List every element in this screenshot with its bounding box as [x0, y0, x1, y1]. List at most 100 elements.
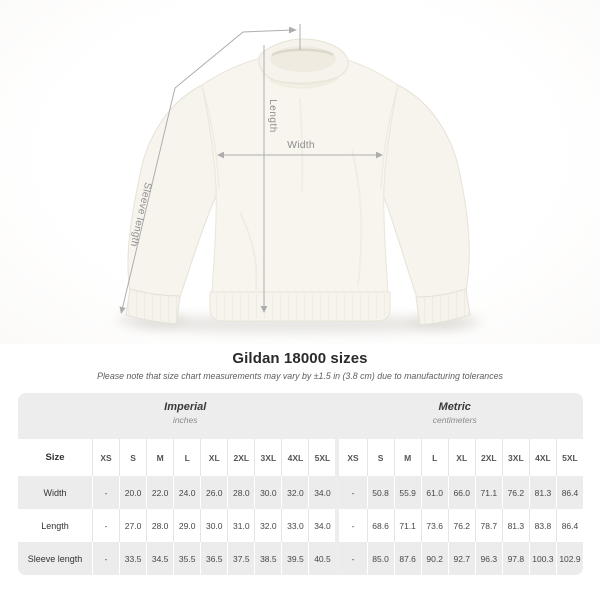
size-value-cell: 30.0	[254, 476, 282, 509]
size-header-cell: 2XL	[474, 439, 502, 476]
size-header-cell: M	[146, 439, 174, 476]
size-value-cell: 76.2	[447, 509, 475, 542]
size-row-sleeve-length: Sleeve length -33.5 34.5 35.5 36.5 37.5 38.5 39…	[18, 542, 583, 575]
row-label-cell: Length	[18, 509, 92, 542]
size-value-cell: 32.0	[281, 476, 309, 509]
imperial-unit-label: inches	[172, 415, 198, 425]
size-header-cell: M	[393, 439, 421, 476]
size-value-cell: 97.8	[501, 542, 529, 575]
size-value-cell: 33.5	[119, 542, 147, 575]
imperial-unit-group: Imperial inches	[164, 401, 206, 425]
sweatshirt	[125, 38, 471, 326]
size-value-cell: 24.0	[173, 476, 201, 509]
size-value-cell: 73.6	[420, 509, 448, 542]
size-value-cell: 36.5	[200, 542, 228, 575]
size-value-cell: 30.0	[200, 509, 228, 542]
page-title: Gildan 18000 sizes	[232, 350, 368, 367]
size-chart-card: Imperial inches Metric centimeters Size …	[18, 393, 583, 575]
size-value-cell: 85.0	[366, 542, 394, 575]
size-row-width: Width -20.0 22.0 24.0 26.0 28.0 30.0 32.0 34.0-5…	[18, 476, 583, 509]
size-value-cell: 87.6	[393, 542, 421, 575]
sweatshirt-illustration: Width Length Sleeve length	[116, 24, 482, 334]
size-value-cell: 27.0	[119, 509, 147, 542]
size-value-cell: 32.0	[254, 509, 282, 542]
size-header-cell: 4XL	[281, 439, 309, 476]
metric-unit-label: centimeters	[432, 415, 477, 425]
size-value-cell: 66.0	[447, 476, 475, 509]
size-value-cell: 76.2	[501, 476, 529, 509]
size-header-cell: 4XL	[528, 439, 556, 476]
size-value-cell: 83.8	[528, 509, 556, 542]
size-value-cell: 92.7	[447, 542, 475, 575]
sleeve-dimension-line	[119, 24, 301, 314]
size-table-body: Width -20.0 22.0 24.0 26.0 28.0 30.0 32.0 34.0-5…	[18, 476, 583, 575]
units-band: Imperial inches Metric centimeters	[18, 393, 583, 439]
size-header-cell: 3XL	[254, 439, 282, 476]
size-value-cell: -	[339, 509, 367, 542]
size-value-cell: -	[92, 542, 120, 575]
size-value-cell: 68.6	[366, 509, 394, 542]
size-value-cell: 29.0	[173, 509, 201, 542]
metric-label: Metric	[438, 401, 471, 413]
size-value-cell: 38.5	[254, 542, 282, 575]
size-value-cell: 100.3	[528, 542, 556, 575]
size-header-cell: 3XL	[501, 439, 529, 476]
size-value-cell: 28.0	[146, 509, 174, 542]
size-value-cell: -	[92, 476, 120, 509]
width-dimension-label: Width	[287, 139, 315, 151]
size-value-cell: 102.9	[555, 542, 583, 575]
size-value-cell: 39.5	[281, 542, 309, 575]
size-value-cell: 86.4	[555, 509, 583, 542]
product-figure: Width Length Sleeve length	[0, 0, 600, 344]
size-value-cell: 26.0	[200, 476, 228, 509]
size-value-cell: 96.3	[474, 542, 502, 575]
size-header-cell: XS	[339, 439, 367, 476]
size-value-cell: 71.1	[474, 476, 502, 509]
size-value-cell: -	[339, 542, 367, 575]
size-header-cell: XL	[200, 439, 228, 476]
size-value-cell: 35.5	[173, 542, 201, 575]
size-value-cell: 28.0	[227, 476, 255, 509]
size-value-cell: -	[92, 509, 120, 542]
size-value-cell: 34.0	[308, 509, 336, 542]
size-header-cell: S	[119, 439, 147, 476]
size-value-cell: 86.4	[555, 476, 583, 509]
size-value-cell: 55.9	[393, 476, 421, 509]
size-header-cell: L	[420, 439, 448, 476]
size-header-cell: S	[366, 439, 394, 476]
size-row-length: Length -27.0 28.0 29.0 30.0 31.0 32.0 33.0 34.0-…	[18, 509, 583, 542]
size-value-cell: 81.3	[501, 509, 529, 542]
size-header-cell: L	[173, 439, 201, 476]
size-value-cell: -	[339, 476, 367, 509]
size-column-header: Size	[18, 439, 92, 476]
size-header-cell: 5XL	[308, 439, 336, 476]
size-value-cell: 20.0	[119, 476, 147, 509]
size-value-cell: 22.0	[146, 476, 174, 509]
size-value-cell: 81.3	[528, 476, 556, 509]
size-value-cell: 34.0	[308, 476, 336, 509]
size-header-cell: XS	[92, 439, 120, 476]
width-dimension-line	[217, 151, 383, 159]
size-value-cell: 78.7	[474, 509, 502, 542]
size-value-cell: 61.0	[420, 476, 448, 509]
length-dimension-label: Length	[267, 99, 278, 133]
size-value-cell: 37.5	[227, 542, 255, 575]
size-header-cell: 5XL	[555, 439, 583, 476]
metric-unit-group: Metric centimeters	[433, 401, 477, 425]
size-value-cell: 40.5	[308, 542, 336, 575]
imperial-label: Imperial	[164, 401, 207, 413]
length-dimension-line	[260, 45, 268, 313]
size-header-cell: 2XL	[227, 439, 255, 476]
size-value-cell: 33.0	[281, 509, 309, 542]
size-value-cell: 71.1	[393, 509, 421, 542]
size-value-cell: 31.0	[227, 509, 255, 542]
size-value-cell: 34.5	[146, 542, 174, 575]
size-value-cell: 50.8	[366, 476, 394, 509]
row-label-cell: Width	[18, 476, 92, 509]
size-value-cell: 90.2	[420, 542, 448, 575]
size-header-cell: XL	[447, 439, 475, 476]
tolerance-note: Please note that size chart measurements…	[97, 371, 503, 381]
size-header-row: Size XS S M L XL 2XL 3XL 4XL 5XL XS S M L XL 2XL 3XL 4XL…	[18, 439, 583, 476]
row-label-cell: Sleeve length	[18, 542, 92, 575]
